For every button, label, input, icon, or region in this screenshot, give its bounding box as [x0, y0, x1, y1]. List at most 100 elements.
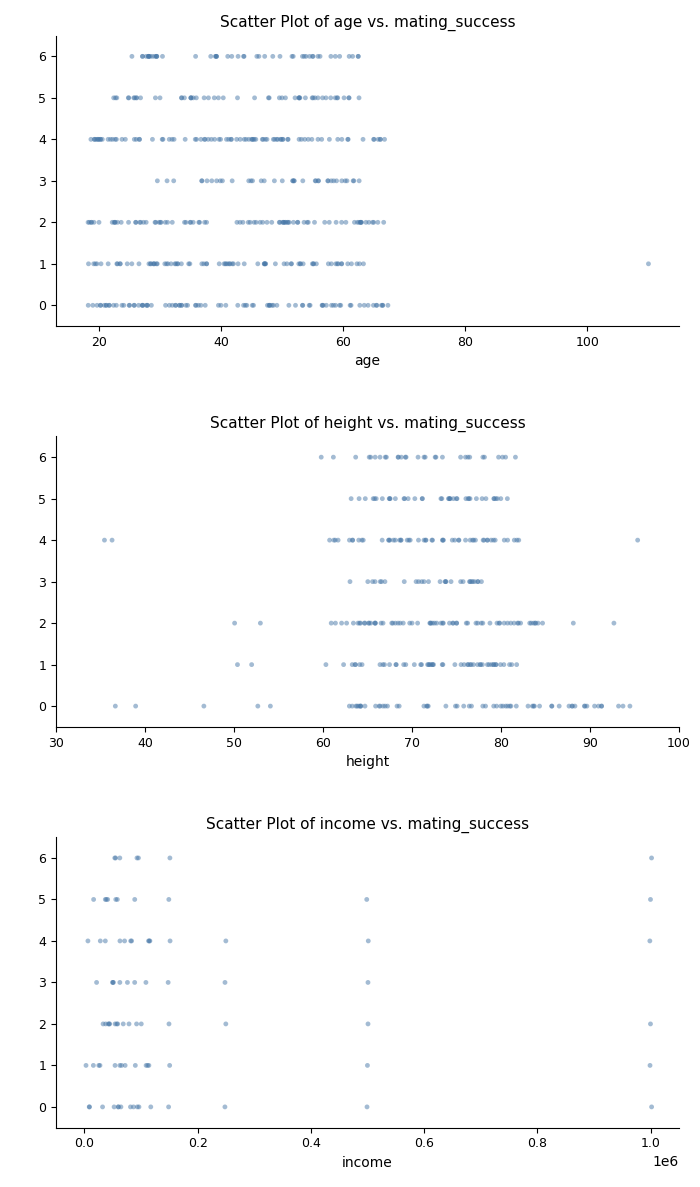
Point	[379, 655, 390, 674]
Point	[502, 614, 513, 633]
Point	[440, 572, 451, 591]
Point	[504, 697, 515, 716]
Point	[186, 88, 197, 107]
Point	[279, 254, 290, 273]
Point	[336, 254, 347, 273]
Point	[349, 171, 360, 190]
Point	[462, 447, 473, 466]
Point	[423, 697, 434, 716]
Point	[129, 890, 140, 909]
Point	[126, 932, 137, 951]
Point	[347, 531, 358, 550]
Point	[129, 129, 140, 148]
Point	[377, 489, 388, 508]
Point	[130, 697, 141, 716]
Point	[94, 296, 106, 315]
Title: Scatter Plot of height vs. mating_success: Scatter Plot of height vs. mating_succes…	[209, 417, 526, 432]
Point	[336, 171, 347, 190]
Point	[222, 46, 233, 65]
Point	[332, 254, 344, 273]
Point	[568, 614, 579, 633]
Point	[264, 88, 275, 107]
Point	[365, 614, 377, 633]
Point	[110, 697, 121, 716]
Point	[160, 212, 171, 231]
Point	[407, 614, 418, 633]
Point	[150, 46, 161, 65]
Point	[461, 614, 472, 633]
Point	[137, 46, 148, 65]
Point	[114, 932, 125, 951]
Point	[307, 88, 318, 107]
Point	[362, 572, 373, 591]
Point	[255, 212, 266, 231]
Point	[354, 655, 365, 674]
Point	[106, 531, 118, 550]
Point	[123, 1015, 134, 1034]
Point	[336, 212, 347, 231]
Point	[421, 531, 432, 550]
Point	[258, 129, 269, 148]
Point	[123, 296, 134, 315]
Point	[469, 572, 480, 591]
Point	[112, 212, 123, 231]
Point	[108, 212, 120, 231]
Point	[133, 1098, 144, 1117]
Point	[240, 296, 251, 315]
Point	[410, 489, 421, 508]
Point	[504, 655, 515, 674]
Point	[567, 697, 578, 716]
Point	[309, 212, 320, 231]
Point	[314, 46, 326, 65]
Point	[108, 296, 119, 315]
Point	[277, 129, 288, 148]
Point	[502, 531, 513, 550]
Point	[471, 489, 482, 508]
Point	[109, 212, 120, 231]
Point	[330, 254, 342, 273]
Point	[368, 296, 379, 315]
Point	[211, 46, 222, 65]
Point	[375, 129, 386, 148]
Point	[247, 171, 258, 190]
Point	[428, 655, 439, 674]
Point	[94, 129, 106, 148]
Point	[356, 655, 368, 674]
Point	[493, 447, 504, 466]
Point	[344, 697, 355, 716]
Point	[440, 572, 452, 591]
Point	[500, 447, 511, 466]
Point	[363, 932, 374, 951]
Point	[463, 489, 474, 508]
Point	[120, 129, 131, 148]
Point	[107, 973, 118, 992]
Point	[413, 572, 424, 591]
Point	[596, 697, 607, 716]
Point	[89, 129, 100, 148]
Point	[513, 531, 524, 550]
Point	[161, 254, 172, 273]
Point	[190, 296, 201, 315]
Point	[209, 129, 220, 148]
Point	[155, 212, 167, 231]
Point	[220, 932, 232, 951]
Point	[259, 254, 270, 273]
Point	[129, 973, 140, 992]
Point	[147, 129, 158, 148]
Point	[313, 171, 324, 190]
Point	[165, 254, 176, 273]
Point	[470, 614, 482, 633]
Point	[129, 296, 140, 315]
Point	[454, 531, 465, 550]
Point	[402, 531, 413, 550]
Point	[248, 129, 259, 148]
Point	[142, 296, 153, 315]
Point	[359, 697, 370, 716]
Point	[120, 1056, 131, 1075]
Point	[243, 212, 254, 231]
Point	[133, 296, 144, 315]
Point	[238, 296, 249, 315]
Point	[546, 697, 557, 716]
Point	[533, 614, 544, 633]
Point	[80, 1056, 92, 1075]
